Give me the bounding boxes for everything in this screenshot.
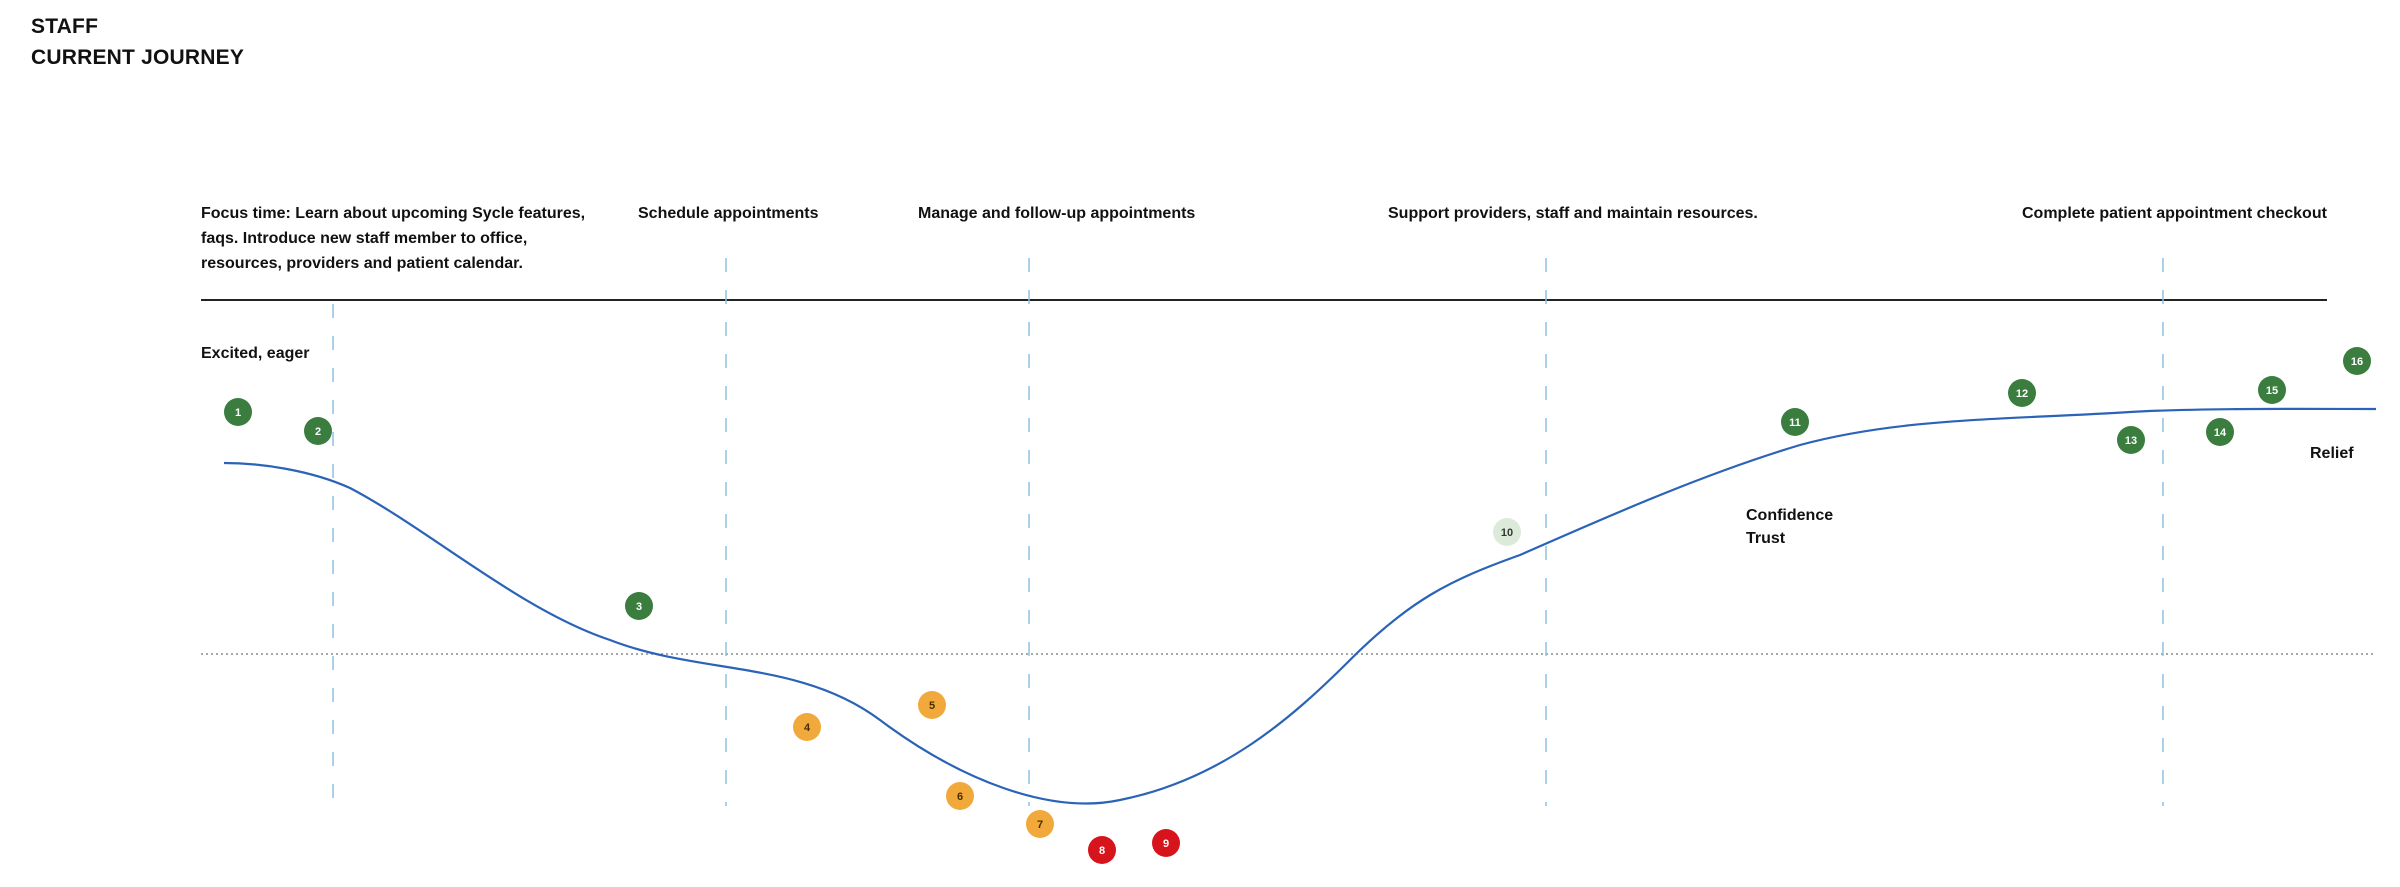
touchpoint-dot-positive	[1781, 408, 1809, 436]
touchpoint-number: 5	[929, 700, 935, 712]
diagram-title-current-journey: CURRENT JOURNEY	[31, 46, 245, 69]
touchpoint-dot-caution	[1026, 810, 1054, 838]
touchpoint-number: 9	[1163, 838, 1169, 850]
touchpoint-number: 8	[1099, 845, 1105, 857]
touchpoint-marker-7: 7	[1026, 810, 1054, 838]
emotion-label-confidence: Confidence Trust	[1746, 504, 1833, 550]
touchpoint-dot-positive	[224, 398, 252, 426]
phase-label-checkout: Complete patient appointment checkout	[2022, 205, 2327, 222]
phase-label-support: Support providers, staff and maintain re…	[1388, 205, 1758, 222]
emotion-label-trust-line2: Trust	[1746, 530, 1786, 547]
touchpoint-dot-positive	[304, 417, 332, 445]
touchpoint-dot-positive	[2117, 426, 2145, 454]
touchpoint-number: 3	[636, 601, 642, 613]
phase-dividers	[332, 258, 2164, 806]
emotion-label-confidence-line1: Confidence	[1746, 507, 1834, 524]
phase-label-focus-time: Focus time: Learn about upcoming Sycle f…	[201, 205, 586, 272]
touchpoint-dot-neutral	[1493, 518, 1521, 546]
touchpoint-number: 12	[2016, 388, 2028, 400]
touchpoint-marker-2: 2	[304, 417, 332, 445]
touchpoint-dot-positive	[2343, 347, 2371, 375]
emotion-label-relief: Relief	[2310, 445, 2354, 462]
touchpoint-marker-5: 5	[918, 691, 946, 719]
touchpoint-marker-6: 6	[946, 782, 974, 810]
touchpoint-marker-4: 4	[793, 713, 821, 741]
phase-label-schedule: Schedule appointments	[638, 205, 819, 222]
touchpoint-marker-15: 15	[2258, 376, 2286, 404]
diagram-title-staff: STAFF	[31, 15, 99, 38]
touchpoint-number: 4	[804, 722, 811, 734]
touchpoint-number: 10	[1501, 527, 1513, 539]
touchpoint-number: 16	[2351, 356, 2363, 368]
touchpoint-number: 15	[2266, 385, 2278, 397]
touchpoint-marker-12: 12	[2008, 379, 2036, 407]
touchpoint-number: 7	[1037, 819, 1043, 831]
phase-label-manage: Manage and follow-up appointments	[918, 205, 1196, 222]
touchpoint-marker-11: 11	[1781, 408, 1809, 436]
touchpoint-marker-14: 14	[2206, 418, 2234, 446]
emotion-label-excited: Excited, eager	[201, 345, 310, 362]
touchpoint-marker-10: 10	[1493, 518, 1521, 546]
touchpoint-marker-3: 3	[625, 592, 653, 620]
touchpoint-number: 14	[2214, 427, 2227, 439]
touchpoint-dot-positive	[2008, 379, 2036, 407]
touchpoint-marker-8: 8	[1088, 836, 1116, 864]
touchpoint-marker-1: 1	[224, 398, 252, 426]
touchpoint-marker-13: 13	[2117, 426, 2145, 454]
touchpoint-number: 1	[235, 407, 241, 419]
touchpoint-number: 13	[2125, 435, 2137, 447]
touchpoint-dot-caution	[793, 713, 821, 741]
touchpoint-dot-negative	[1088, 836, 1116, 864]
touchpoint-dot-caution	[918, 691, 946, 719]
touchpoint-dot-positive	[2206, 418, 2234, 446]
touchpoint-marker-9: 9	[1152, 829, 1180, 857]
touchpoint-dot-caution	[946, 782, 974, 810]
emotion-curve	[223, 407, 2377, 805]
touchpoint-dot-negative	[1152, 829, 1180, 857]
touchpoint-number: 2	[315, 426, 321, 438]
touchpoint-marker-16: 16	[2343, 347, 2371, 375]
touchpoint-number: 11	[1789, 417, 1801, 429]
touchpoint-dot-positive	[625, 592, 653, 620]
touchpoint-number: 6	[957, 791, 963, 803]
touchpoint-dot-positive	[2258, 376, 2286, 404]
